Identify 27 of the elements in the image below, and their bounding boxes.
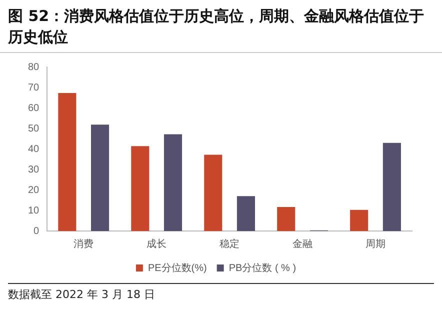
y-tick-label: 80 [28,62,40,73]
bar [277,207,296,231]
y-tick-label: 60 [28,102,40,114]
legend-label: PE分位数(%) [148,262,207,274]
bar [204,154,222,231]
bar [91,124,110,231]
x-tick-label: 周期 [366,238,386,250]
bar [236,196,256,231]
bar [382,142,401,231]
bar [164,134,182,231]
bar [350,210,368,231]
y-tick-label: 40 [28,144,40,155]
x-tick-label: 稳定 [220,238,240,250]
text: 数据截至 2022 年 3 月 18 日 [8,283,434,302]
x-tick-label: 成长 [146,238,167,250]
y-tick-label: 30 [28,164,40,176]
y-tick-label: 50 [28,123,40,134]
x-tick-label: 金融 [292,238,313,250]
bar [131,146,150,231]
y-tick-label: 10 [28,205,40,216]
legend-label: PB分位数 ( % ) [228,262,296,274]
x-tick-label: 消费 [74,238,94,250]
y-tick-label: 0 [34,226,40,237]
y-tick-label: 20 [28,184,40,196]
chart-title: 图 52：消费风格估值位于历史高位，周期、金融风格估值位于历史低位 [0,0,442,53]
y-tick-label: 70 [28,82,40,94]
bar [58,93,76,231]
